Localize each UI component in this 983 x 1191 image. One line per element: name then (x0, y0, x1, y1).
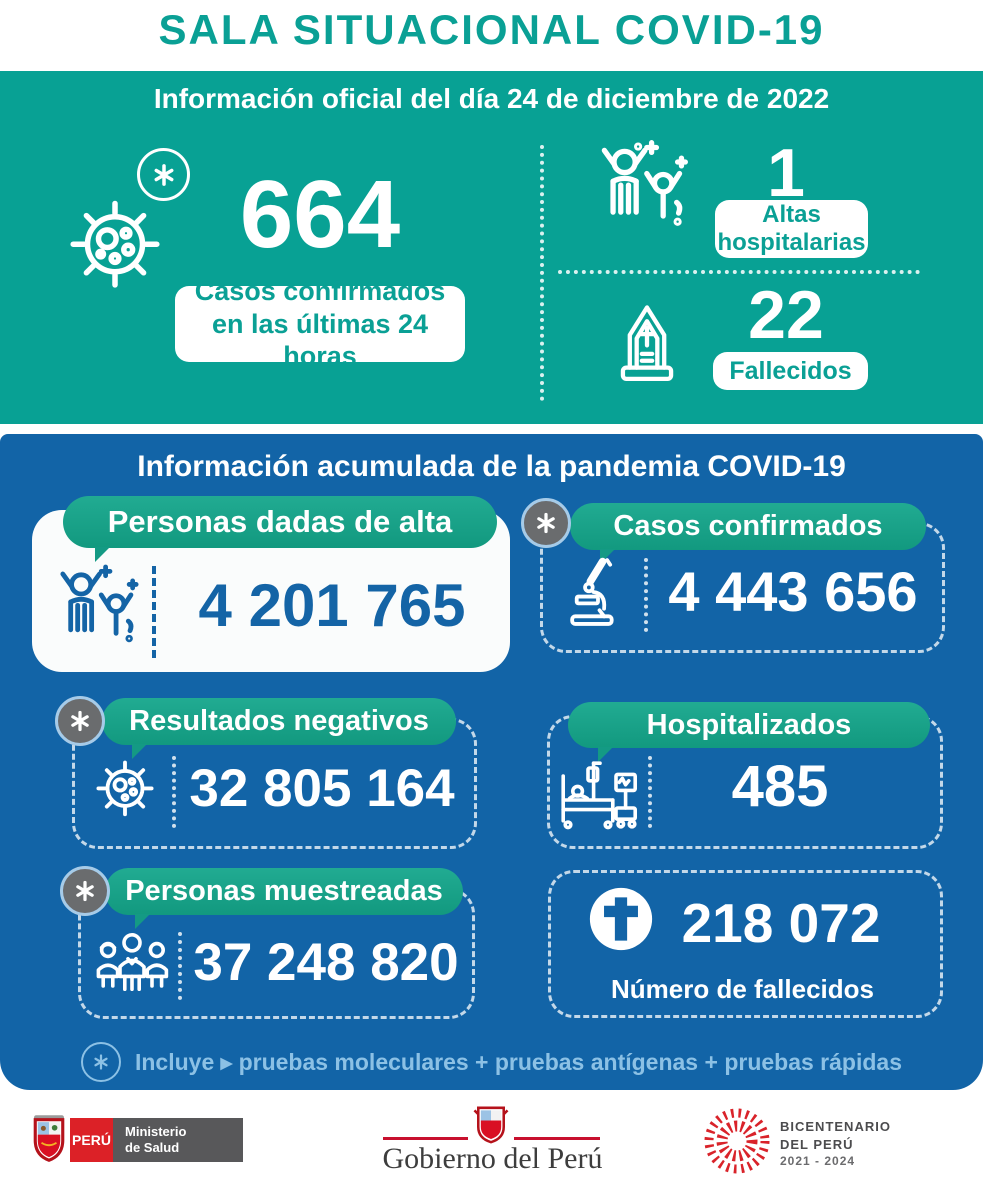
confirmed-label-pill: Casos confirmados (570, 503, 926, 550)
gobierno-line-right (514, 1137, 600, 1140)
asterisk-icon (71, 710, 89, 732)
gobierno-del-peru-label: Gobierno del Perú (382, 1142, 603, 1175)
recovered-divider (152, 566, 156, 658)
negatives-pill-tail (132, 744, 147, 759)
sampled-divider (178, 932, 182, 1000)
negatives-label-pill: Resultados negativos (102, 698, 456, 745)
bicentenario-logo (700, 1104, 774, 1178)
deceased-value: 218 072 (681, 892, 881, 954)
hospitalized-pill-tail (598, 747, 613, 762)
hospitalized-value: 485 (731, 754, 829, 819)
recovered-label-pill: Personas dadas de alta (63, 496, 497, 548)
negatives-asterisk-badge (55, 696, 105, 746)
sampled-value: 37 248 820 (193, 933, 459, 992)
deceased-card (548, 870, 943, 1018)
negatives-divider (172, 756, 176, 828)
negatives-value: 32 805 164 (189, 759, 455, 818)
virus-icon (60, 187, 170, 297)
confirmed-label: Casos confirmados (613, 510, 883, 542)
recovered-people-icon (48, 560, 144, 656)
sampled-label: Personas muestreadas (125, 875, 443, 907)
footer: PERÚ Ministerio de Salud Gobierno del Pe… (0, 1090, 983, 1191)
microscope-icon (560, 552, 636, 632)
daily-confirmed-label-line2: en las últimas 24 horas (211, 308, 429, 372)
recovered-label: Personas dadas de alta (107, 504, 453, 539)
peru-coat-of-arms (30, 1114, 68, 1164)
confirmed-value: 4 443 656 (668, 560, 918, 623)
daily-confirmed-label: Casos confirmados en las últimas 24 hora… (175, 276, 465, 371)
celebrating-people-icon (588, 135, 694, 241)
daily-discharges-value: 1 (767, 135, 805, 211)
daily-deaths-label-text: Fallecidos (729, 356, 852, 385)
minsa-ministry-box: Ministerio de Salud (113, 1118, 243, 1162)
daily-section: Información oficial del día 24 de diciem… (0, 71, 983, 424)
sampled-label-pill: Personas muestreadas (105, 868, 463, 915)
asterisk-badge (137, 148, 190, 201)
page-title: SALA SITUACIONAL COVID-19 (158, 6, 825, 53)
daily-confirmed-value: 664 (239, 161, 401, 268)
ministry-line2: de Salud (125, 1140, 180, 1155)
asterisk-icon (537, 512, 555, 534)
minsa-peru-box: PERÚ (70, 1118, 113, 1162)
hospitalized-label-pill: Hospitalizados (568, 702, 930, 748)
confirmed-divider (644, 558, 648, 632)
daily-deaths-label: Fallecidos (713, 352, 868, 390)
confirmed-asterisk-badge (521, 498, 571, 548)
footnote-text: Incluye ▸ pruebas moleculares + pruebas … (134, 1048, 902, 1075)
hospital-bed-icon (552, 752, 640, 832)
minsa-peru-label: PERÚ (72, 1132, 111, 1148)
bicentenario-line2: DEL PERÚ (780, 1136, 854, 1152)
footnote-asterisk-badge (80, 1042, 121, 1082)
deceased-label: Número de fallecidos (611, 974, 874, 1004)
people-group-icon (88, 930, 176, 994)
vertical-dotted-divider (540, 145, 544, 401)
cumulative-section: Información acumulada de la pandemia COV… (0, 434, 983, 1090)
sampled-pill-tail (135, 914, 150, 929)
bicentenario-line3: 2021 - 2024 (780, 1154, 856, 1169)
bicentenario-line1: BICENTENARIO (780, 1119, 891, 1134)
hospitalized-divider (648, 756, 652, 828)
recovered-value: 4 201 765 (198, 572, 466, 639)
tombstone-icon (604, 291, 690, 391)
asterisk-icon (154, 163, 173, 186)
daily-discharges-label: Altas hospitalarias (715, 200, 868, 258)
daily-discharges-label-line1: Altas (762, 201, 821, 229)
sampled-asterisk-badge (60, 866, 110, 916)
daily-subtitle: Información oficial del día 24 de diciem… (153, 83, 830, 114)
daily-discharges-label-line2: hospitalarias (717, 229, 866, 256)
daily-confirmed-label-line1: Casos confirmados (194, 276, 446, 307)
recovered-pill-tail (95, 547, 110, 562)
cross-icon (588, 886, 654, 952)
gobierno-line-left (383, 1137, 468, 1140)
asterisk-icon (94, 1054, 108, 1070)
footnote: Incluye ▸ pruebas moleculares + pruebas … (0, 1042, 983, 1082)
ministry-line1: Ministerio (125, 1124, 187, 1140)
virus-icon-small (90, 752, 160, 822)
negatives-label: Resultados negativos (129, 705, 429, 737)
gobierno-crest (471, 1104, 511, 1146)
asterisk-icon (76, 880, 94, 902)
hospitalized-label: Hospitalizados (646, 708, 852, 741)
horizontal-dotted-divider (558, 270, 920, 274)
bicentenario-text: BICENTENARIO DEL PERÚ 2021 - 2024 (780, 1118, 891, 1169)
cumulative-title: Información acumulada de la pandemia COV… (137, 450, 846, 483)
daily-deaths-value: 22 (748, 277, 824, 353)
